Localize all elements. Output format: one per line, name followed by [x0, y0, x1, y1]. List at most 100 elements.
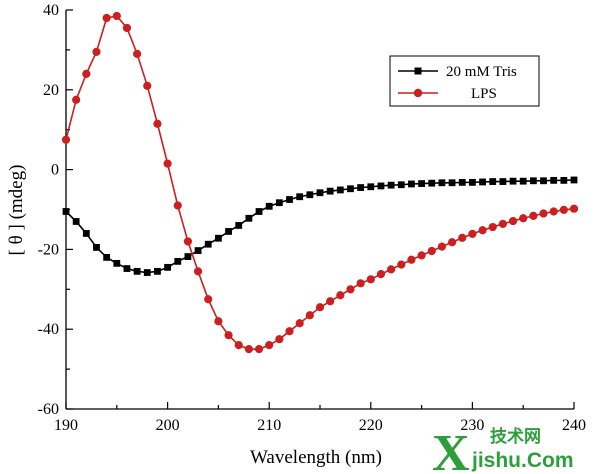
data-point [316, 189, 324, 197]
x-tick-label: 220 [359, 417, 383, 434]
data-point [347, 185, 354, 193]
data-point [550, 176, 558, 184]
watermark-chinese-text: 技术网 [490, 426, 541, 447]
data-point [225, 228, 232, 235]
data-point [437, 242, 447, 251]
data-point [173, 201, 182, 210]
data-point [254, 345, 264, 354]
data-point [326, 297, 335, 306]
data-point [376, 270, 386, 279]
data-point [397, 181, 405, 189]
data-point [72, 95, 81, 104]
data-point [265, 341, 274, 350]
data-point [143, 81, 152, 90]
data-point [367, 183, 375, 191]
data-point [62, 208, 70, 215]
data-point [417, 251, 426, 260]
data-point [315, 303, 325, 312]
data-point [296, 193, 304, 201]
data-point [215, 234, 222, 242]
data-point [519, 214, 528, 223]
data-point [519, 177, 527, 185]
data-point [122, 23, 132, 33]
data-point [286, 196, 293, 203]
watermark-x-letter: X [432, 425, 470, 474]
y-tick-label: 40 [43, 2, 59, 19]
data-point [133, 267, 141, 275]
legend: 20 mM Tris LPS [389, 55, 540, 107]
data-point [336, 186, 344, 194]
data-point [418, 180, 425, 187]
data-point [448, 179, 456, 187]
data-point [306, 191, 314, 199]
data-point [387, 181, 395, 189]
data-point [72, 218, 80, 225]
data-point [408, 180, 415, 188]
data-point [346, 285, 355, 294]
data-point [478, 226, 487, 235]
x-tick-label: 190 [54, 417, 78, 434]
data-point [469, 178, 476, 186]
data-point [113, 259, 121, 267]
data-point [407, 255, 416, 264]
data-point [326, 187, 334, 195]
series-lps [61, 11, 579, 354]
data-point [154, 267, 161, 275]
data-point [234, 341, 243, 350]
data-point [92, 47, 101, 56]
y-tick-label: -60 [38, 401, 59, 418]
data-point [560, 176, 568, 184]
legend-marker-lps [413, 88, 423, 98]
data-point [428, 179, 436, 187]
data-point [387, 265, 396, 274]
data-point [204, 295, 213, 304]
data-point [356, 279, 365, 288]
data-point [224, 331, 233, 340]
watermark-logo: X 技术网 jishu.Com [432, 425, 574, 474]
data-point [488, 222, 497, 232]
y-axis-title: [ θ ] (mdeg) [6, 165, 27, 256]
data-point [103, 253, 111, 261]
data-point [82, 69, 91, 78]
data-point [174, 257, 182, 265]
data-point [499, 178, 507, 185]
data-point [133, 49, 142, 58]
data-point [549, 207, 558, 216]
data-point [123, 265, 131, 272]
data-point [153, 119, 162, 128]
data-point [235, 222, 243, 229]
data-point [479, 178, 486, 186]
data-point [143, 269, 151, 276]
data-point [529, 211, 538, 220]
data-point [275, 335, 284, 344]
data-point [569, 204, 579, 213]
data-point [245, 214, 253, 222]
legend-label-tris: 20 mM Tris [446, 64, 517, 80]
data-point [244, 345, 253, 354]
data-point [265, 202, 273, 210]
data-point [529, 177, 537, 185]
data-point [559, 205, 568, 214]
data-point [336, 291, 345, 300]
data-point [397, 260, 406, 269]
data-point [508, 216, 518, 226]
x-tick-label: 200 [156, 417, 180, 434]
data-point [366, 275, 375, 284]
watermark-site-text: jishu.Com [471, 449, 574, 472]
data-point [509, 177, 517, 185]
data-point [427, 246, 436, 256]
data-point [447, 238, 457, 247]
data-point [184, 253, 192, 260]
y-tick-label: -40 [38, 321, 59, 338]
data-point [275, 199, 283, 207]
data-point [214, 317, 223, 326]
data-point [102, 13, 111, 23]
data-point [204, 240, 212, 248]
y-tick-label: 0 [51, 162, 59, 179]
data-point [93, 244, 100, 251]
series-layer [61, 11, 579, 354]
data-point [193, 267, 203, 276]
data-point [489, 178, 497, 185]
data-point [112, 11, 121, 21]
